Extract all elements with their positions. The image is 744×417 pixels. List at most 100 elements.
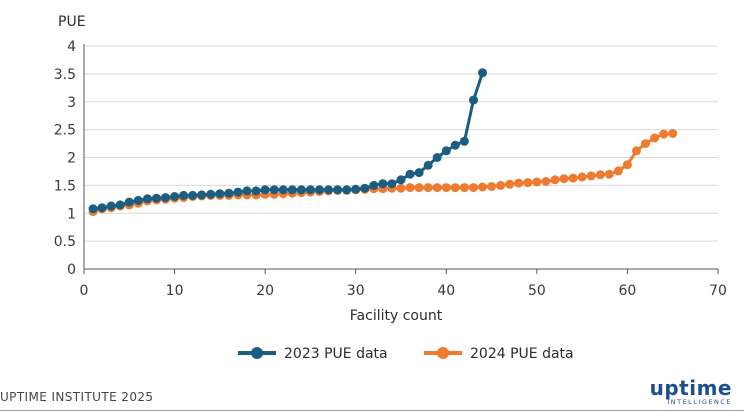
data-point (496, 180, 506, 190)
data-point (197, 190, 207, 200)
x-tick-label: 10 (166, 283, 184, 299)
y-tick-label: 3.5 (54, 67, 76, 83)
data-point (541, 177, 551, 186)
data-point (532, 177, 542, 187)
data-point (450, 183, 460, 193)
data-point (459, 183, 469, 193)
y-tick-label: 1 (67, 206, 76, 222)
data-point (441, 146, 451, 156)
data-point (179, 190, 189, 200)
data-point (324, 185, 333, 195)
data-point (215, 189, 225, 199)
data-point (604, 169, 614, 179)
data-point (251, 186, 261, 196)
footer-divider (0, 410, 744, 411)
data-point (559, 174, 569, 184)
data-point (487, 182, 497, 191)
series-layer (88, 68, 678, 217)
data-point (206, 189, 216, 199)
legend-label-2024: 2024 PUE data (470, 346, 574, 362)
x-axis-label: Facility count (350, 308, 443, 324)
data-point (450, 140, 460, 150)
data-point (650, 133, 660, 143)
series-2023 (88, 68, 487, 214)
y-tick-labels: 0 0.5 1 1.5 2 2.5 3 3.5 4 (54, 39, 76, 278)
data-point (568, 173, 578, 183)
data-point (260, 185, 270, 195)
data-point (396, 183, 406, 193)
x-tick-label: 60 (619, 283, 637, 299)
y-tick-label: 0.5 (54, 234, 76, 250)
pue-chart: 0 0.5 1 1.5 2 2.5 3 3.5 4 0 10 20 30 40 50 60 70 PUE Fa… (54, 14, 727, 362)
logo-wordmark: uptime (649, 376, 732, 400)
y-tick-label: 2.5 (54, 123, 76, 139)
x-tick-labels: 0 10 20 30 40 50 60 70 (80, 269, 727, 299)
data-point (659, 129, 669, 139)
data-point (106, 201, 116, 211)
data-point (88, 204, 98, 214)
data-point (632, 146, 641, 156)
data-point (278, 185, 288, 195)
data-point (414, 183, 424, 193)
data-point (142, 194, 152, 204)
data-point (586, 171, 596, 181)
logo-subtitle: INTELLIGENCE (667, 398, 732, 406)
data-point (242, 186, 252, 196)
legend-marker-2024 (437, 347, 449, 359)
data-point (315, 185, 324, 195)
data-point (287, 185, 297, 195)
data-point (396, 175, 406, 185)
data-point (305, 185, 315, 195)
data-point (405, 183, 415, 193)
data-point (641, 139, 650, 149)
data-point (478, 68, 487, 78)
legend-marker-2023 (251, 347, 263, 359)
data-point (469, 183, 478, 193)
data-point (523, 178, 533, 188)
legend: 2023 PUE data 2024 PUE data (238, 346, 574, 362)
axes (83, 44, 718, 270)
data-point (133, 195, 143, 205)
x-tick-label: 30 (347, 283, 365, 299)
source-credit: UPTIME INSTITUTE 2025 (0, 390, 154, 404)
legend-label-2023: 2023 PUE data (284, 346, 388, 362)
series-2024 (88, 129, 678, 217)
data-point (405, 169, 415, 179)
data-point (360, 183, 370, 193)
legend-item-2023[interactable]: 2023 PUE data (238, 346, 388, 362)
x-tick-label: 50 (528, 283, 546, 299)
data-point (224, 188, 234, 198)
data-point (577, 172, 587, 182)
data-point (432, 153, 442, 162)
y-tick-label: 4 (67, 39, 76, 55)
data-point (269, 185, 279, 195)
data-point (161, 193, 170, 203)
data-point (423, 183, 433, 193)
x-tick-label: 0 (80, 283, 89, 299)
x-tick-label: 70 (709, 283, 727, 299)
data-point (296, 185, 306, 195)
legend-item-2024[interactable]: 2024 PUE data (424, 346, 574, 362)
data-point (369, 180, 379, 190)
data-point (414, 168, 424, 178)
data-point (668, 129, 678, 138)
data-point (333, 185, 343, 195)
data-point (378, 179, 388, 189)
data-point (115, 200, 125, 210)
gridlines (84, 45, 718, 242)
data-point (188, 190, 198, 200)
y-tick-label: 1.5 (54, 178, 76, 194)
data-point (170, 192, 180, 201)
data-point (595, 170, 605, 180)
data-point (505, 179, 515, 189)
data-point (550, 175, 560, 185)
data-point (423, 160, 433, 170)
x-tick-label: 40 (437, 283, 455, 299)
data-point (514, 178, 524, 188)
data-point (478, 182, 487, 192)
data-point (387, 179, 397, 189)
y-tick-label: 2 (67, 151, 76, 167)
data-point (622, 160, 632, 170)
data-point (342, 185, 352, 195)
data-point (432, 183, 442, 193)
